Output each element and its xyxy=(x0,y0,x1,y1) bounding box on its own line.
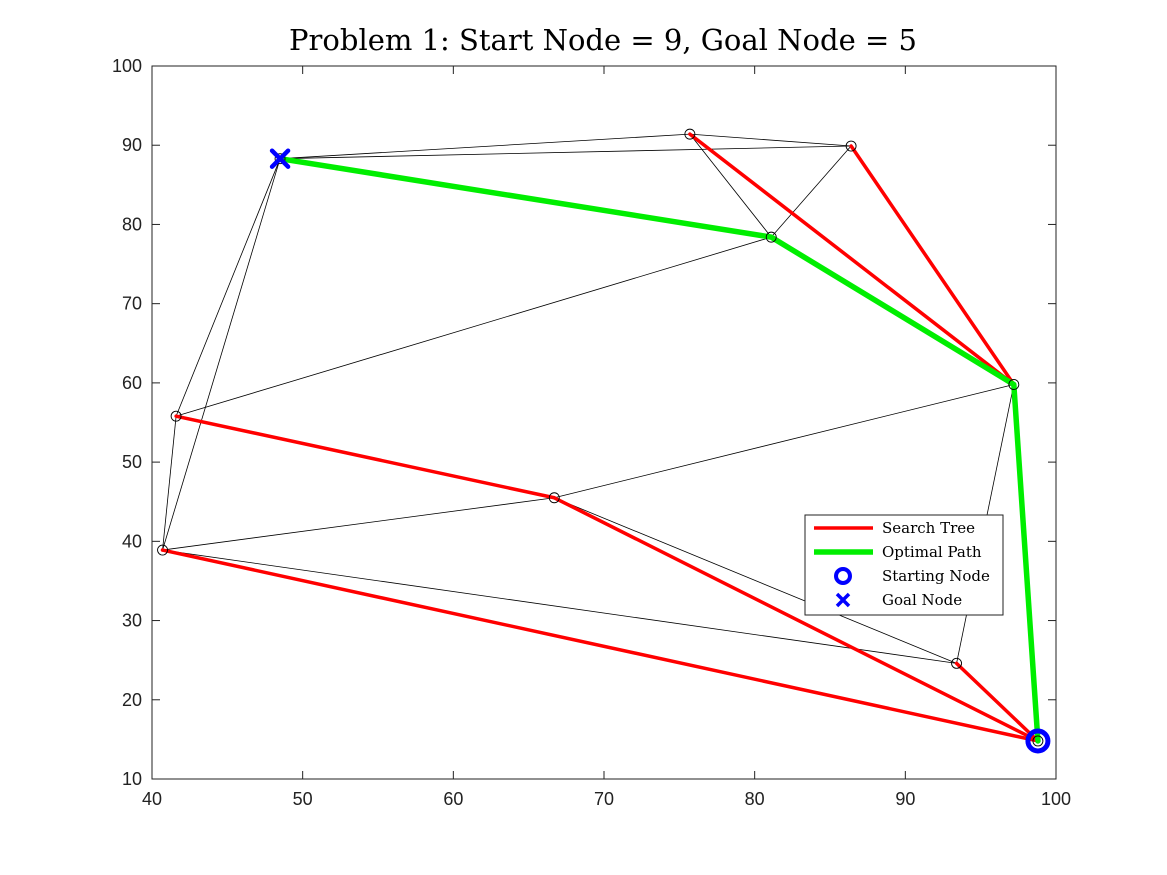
graph-edge xyxy=(175,158,281,417)
search-tree-edge xyxy=(552,496,1040,743)
graph-node-marker xyxy=(684,128,696,140)
nodes xyxy=(157,128,1044,747)
graph-edge xyxy=(280,133,690,160)
legend-search-tree-label: Search Tree xyxy=(882,519,975,537)
legend-starting-node-swatch xyxy=(834,567,852,585)
y-tick-label: 10 xyxy=(122,769,142,789)
y-tick-label: 70 xyxy=(122,294,142,314)
search-tree-edge xyxy=(849,144,1016,387)
x-tick-label: 50 xyxy=(293,789,313,809)
axes: 40 50 60 70 80 90 100 10 20 30 40 50 60 70 80 90 100 xyxy=(112,56,1071,809)
search-tree-edge xyxy=(174,414,557,500)
legend: Search Tree Optimal Path Starting Node Goal… xyxy=(804,514,1004,616)
graph-node-marker xyxy=(845,140,857,152)
x-tick-label: 90 xyxy=(895,789,915,809)
legend-starting-node-label: Starting Node xyxy=(882,567,990,585)
graph-node-marker xyxy=(951,657,963,669)
search-tree-edge xyxy=(160,548,1040,743)
y-tick-label: 80 xyxy=(122,214,142,234)
optimal-path-line xyxy=(277,155,1041,744)
y-tick-label: 30 xyxy=(122,611,142,631)
graph-node-marker xyxy=(157,544,168,556)
x-tick-label: 40 xyxy=(142,789,162,809)
graph-edge xyxy=(162,416,177,551)
graph-node-marker xyxy=(548,492,560,504)
goal-node-marker xyxy=(269,148,291,169)
search-tree-edge xyxy=(688,132,1016,387)
graph-edge xyxy=(175,236,772,417)
graph-edge xyxy=(162,497,555,551)
graph-edge xyxy=(162,158,281,551)
special-markers xyxy=(269,148,1051,754)
legend-goal-node-label: Goal Node xyxy=(882,591,962,609)
legend-goal-node-swatch xyxy=(835,592,851,608)
search-tree-edge xyxy=(954,661,1040,743)
graph-edge xyxy=(689,133,852,147)
graph-node-marker xyxy=(274,153,286,165)
x-tick-label: 100 xyxy=(1041,789,1071,809)
graph-edge xyxy=(280,145,852,160)
search-tree-edges xyxy=(160,132,1040,743)
graph-edge xyxy=(554,497,957,664)
x-tick-label: 60 xyxy=(443,789,463,809)
y-tick-label: 40 xyxy=(122,531,142,551)
graph-edge xyxy=(554,384,1014,499)
plot-frame xyxy=(151,65,1057,780)
y-tick-label: 60 xyxy=(122,373,142,393)
y-tick-label: 100 xyxy=(112,56,142,76)
legend-box xyxy=(804,514,1004,616)
graph-node-marker xyxy=(1008,379,1020,390)
graph-node-marker xyxy=(1032,735,1044,747)
graph-edge xyxy=(689,133,772,238)
x-tick-label: 80 xyxy=(745,789,765,809)
graph-edge xyxy=(162,549,957,664)
x-tick-label: 70 xyxy=(594,789,614,809)
y-tick-label: 20 xyxy=(122,690,142,710)
graph-node-marker xyxy=(170,410,182,422)
optimal-path-layer xyxy=(277,155,1041,744)
graph-node-marker xyxy=(765,231,777,243)
y-tick-label: 90 xyxy=(122,135,142,155)
start-node-marker xyxy=(1025,728,1051,754)
legend-optimal-path-label: Optimal Path xyxy=(882,543,982,561)
y-tick-label: 50 xyxy=(122,452,142,472)
graph-edge xyxy=(770,145,852,238)
chart-title: Problem 1: Start Node = 9, Goal Node = 5 xyxy=(289,23,917,57)
